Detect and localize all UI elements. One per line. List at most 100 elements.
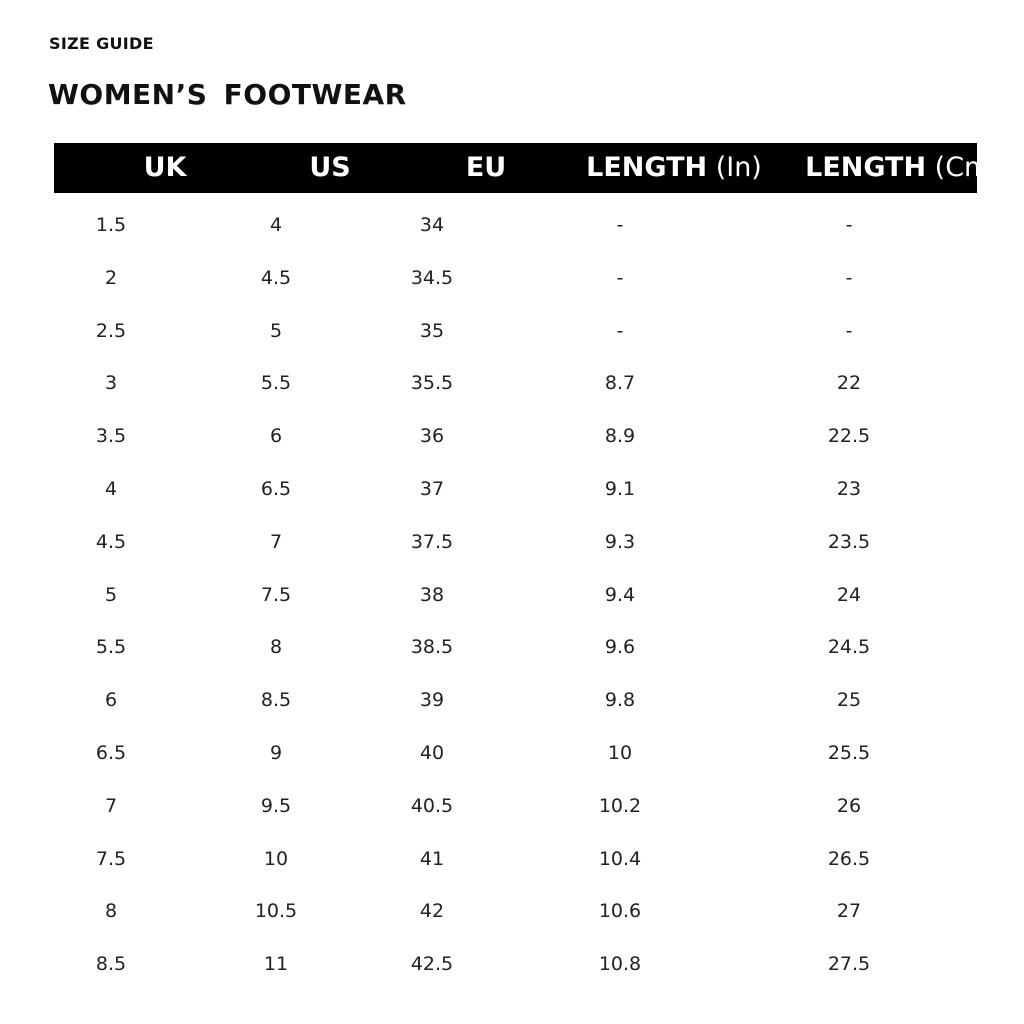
cell-uk: 2.5 (95, 319, 127, 342)
table-row: 8 10.5 42 10.6 27 (0, 885, 1024, 938)
cell-length-cm: 23.5 (827, 530, 871, 553)
cell-uk: 1.5 (95, 214, 127, 236)
cell-eu: 41 (419, 847, 445, 870)
cell-length-in: 9.8 (604, 689, 636, 712)
cell-length-cm: 22 (836, 372, 862, 395)
table-row: 5 7.5 38 9.4 24 (0, 569, 1024, 622)
table-row: 1.5 4 34 - - (0, 199, 1024, 252)
cell-uk: 7 (104, 794, 118, 817)
size-table: 1.5 4 34- -2 4.5 34.5- -2.5 5 35- -3 5.5 35.5 8.7 22 3… (0, 199, 1024, 991)
page-title: WOMEN’S FOOTWEAR (48, 78, 407, 111)
table-row: 5.5 8 38.5 9.6 24.5 (0, 621, 1024, 674)
table-row: 7 9.5 40.5 10.2 26 (0, 780, 1024, 833)
cell-length-cm: 24.5 (827, 636, 871, 659)
cell-length-cm: 26.5 (827, 847, 871, 870)
cell-us: 8 (269, 636, 283, 659)
cell-length-in: 10.2 (598, 794, 642, 817)
cell-uk: 8 (104, 900, 118, 923)
cell-us: 5 (269, 319, 283, 342)
cell-eu: 37.5 (410, 530, 454, 553)
cell-length-in: 10.6 (598, 900, 642, 923)
cell-length-in: 9.3 (604, 530, 636, 553)
table-row: 7.5 10 41 10.4 26.5 (0, 833, 1024, 886)
cell-uk: 6.5 (95, 741, 127, 764)
cell-eu: 38.5 (410, 636, 454, 659)
header-label: LENGTH (805, 152, 927, 183)
cell-us: 10 (263, 847, 289, 870)
cell-length-in: 8.7 (604, 372, 636, 395)
cell-eu: 35.5 (410, 372, 454, 395)
cell-length-in: - (616, 319, 624, 342)
column-header-eu: EU (466, 143, 506, 193)
table-row: 4 6.5 37 9.1 23 (0, 463, 1024, 516)
cell-length-cm: 27 (836, 900, 862, 923)
header-label: EU (465, 152, 507, 183)
cell-length-in: 9.6 (604, 636, 636, 659)
cell-uk: 4 (104, 477, 118, 500)
size-guide-label: SIZE GUIDE (49, 34, 154, 53)
cell-eu: 36 (419, 425, 445, 448)
cell-uk: 5 (104, 583, 118, 606)
cell-eu: 38 (419, 583, 445, 606)
table-row: 6.5 9 40 10 25.5 (0, 727, 1024, 780)
column-header-uk: UK (144, 143, 187, 193)
cell-length-in: 8.9 (604, 425, 636, 448)
cell-length-in: - (616, 214, 624, 236)
header-label: US (309, 152, 351, 183)
cell-length-cm: - (845, 266, 853, 289)
cell-uk: 4.5 (95, 530, 127, 553)
cell-us: 4.5 (260, 266, 292, 289)
cell-length-in: 9.4 (604, 583, 636, 606)
cell-uk: 2 (104, 266, 118, 289)
table-row: 2.5 5 35 - - (0, 305, 1024, 358)
cell-length-in: - (616, 266, 624, 289)
cell-eu: 40.5 (410, 794, 454, 817)
cell-eu: 34 (419, 214, 445, 236)
column-header-length-cm: LENGTH (Cm) (805, 143, 1001, 193)
header-unit: (In) (715, 152, 762, 183)
cell-us: 4 (269, 214, 283, 236)
table-row: 3.5 6 36 8.9 22.5 (0, 410, 1024, 463)
cell-length-cm: 25 (836, 689, 862, 712)
cell-us: 6.5 (260, 477, 292, 500)
table-row: 4.5 7 37.5 9.3 23.5 (0, 516, 1024, 569)
cell-us: 7 (269, 530, 283, 553)
column-header-length-in: LENGTH (In) (586, 143, 762, 193)
header-label: LENGTH (586, 152, 708, 183)
cell-uk: 5.5 (95, 636, 127, 659)
cell-us: 11 (263, 953, 289, 976)
cell-us: 5.5 (260, 372, 292, 395)
table-row: 8.5 11 42.5 10.8 27.5 (0, 938, 1024, 991)
cell-us: 7.5 (260, 583, 292, 606)
cell-uk: 7.5 (95, 847, 127, 870)
cell-length-in: 10.8 (598, 953, 642, 976)
cell-length-cm: - (845, 214, 853, 236)
cell-eu: 34.5 (410, 266, 454, 289)
cell-uk: 6 (104, 689, 118, 712)
cell-us: 9 (269, 741, 283, 764)
table-row: 6 8.5 39 9.8 25 (0, 674, 1024, 727)
cell-length-cm: 26 (836, 794, 862, 817)
header-label: UK (143, 152, 187, 183)
table-header: UK US EU LENGTH (In) LENGTH (Cm) (54, 143, 1001, 193)
cell-us: 9.5 (260, 794, 292, 817)
cell-eu: 40 (419, 741, 445, 764)
header-unit: (Cm) (934, 152, 1001, 183)
cell-length-cm: 25.5 (827, 741, 871, 764)
cell-us: 6 (269, 425, 283, 448)
cell-uk: 3.5 (95, 425, 127, 448)
cell-length-cm: 22.5 (827, 425, 871, 448)
cell-length-in: 9.1 (604, 477, 636, 500)
column-header-us: US (309, 143, 350, 193)
cell-us: 8.5 (260, 689, 292, 712)
cell-length-cm: - (845, 319, 853, 342)
table-row: 2 4.5 34.5 - - (0, 252, 1024, 305)
cell-length-cm: 27.5 (827, 953, 871, 976)
table-row: 3 5.5 35.5 8.7 22 (0, 357, 1024, 410)
cell-eu: 37 (419, 477, 445, 500)
cell-eu: 42 (419, 900, 445, 923)
cell-length-in: 10 (607, 741, 633, 764)
cell-eu: 42.5 (410, 953, 454, 976)
cell-length-cm: 24 (836, 583, 862, 606)
cell-length-cm: 23 (836, 477, 862, 500)
